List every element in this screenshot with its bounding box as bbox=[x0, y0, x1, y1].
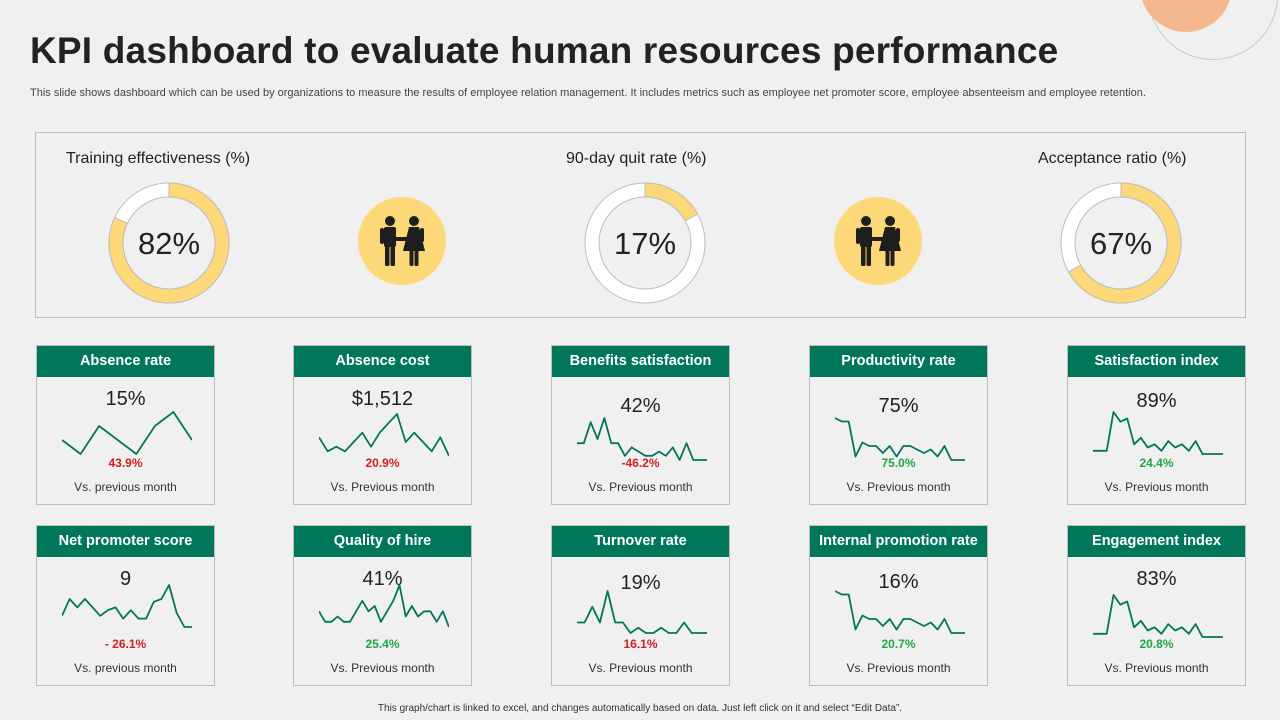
kpi-card-value: 89% bbox=[1136, 390, 1177, 412]
couple-icon bbox=[834, 197, 922, 285]
kpi-card-change: 16.1% bbox=[623, 637, 658, 651]
kpi-card-comparison: Vs. Previous month bbox=[1104, 480, 1209, 494]
gauge-hole bbox=[598, 196, 692, 290]
gauge-acceptance bbox=[1060, 182, 1182, 304]
kpi-card-value: 83% bbox=[1136, 568, 1177, 590]
kpi-card-comparison: Vs. Previous month bbox=[330, 480, 435, 494]
sparkline-series bbox=[1093, 411, 1223, 455]
kpi-card-value: 75% bbox=[878, 395, 919, 417]
kpi-card-quality-of-hire: Quality of hire 41% 25.4% Vs. Previous mont… bbox=[293, 525, 472, 686]
gauge-title-quit-rate: 90-day quit rate (%) bbox=[566, 150, 707, 167]
kpi-card-title: Productivity rate bbox=[810, 346, 987, 377]
footer-note: This graph/chart is linked to excel, and… bbox=[377, 703, 903, 714]
kpi-card-comparison: Vs. Previous month bbox=[846, 661, 951, 675]
kpi-card-change: 24.4% bbox=[1139, 456, 1174, 470]
gauge-title-acceptance: Acceptance ratio (%) bbox=[1038, 150, 1187, 167]
gauge-hole bbox=[1074, 196, 1168, 290]
kpi-sparkline bbox=[835, 590, 965, 634]
kpi-card-net-promoter-score: Net promoter score 9 - 26.1% Vs. previous m… bbox=[36, 525, 215, 686]
kpi-card-title: Engagement index bbox=[1068, 526, 1245, 557]
sparkline-series bbox=[577, 417, 707, 461]
kpi-card-title: Quality of hire bbox=[294, 526, 471, 557]
gauge-title-training: Training effectiveness (%) bbox=[66, 150, 251, 167]
sparkline-series bbox=[1093, 594, 1223, 638]
kpi-card-change: 20.8% bbox=[1139, 637, 1174, 651]
kpi-card-change: 25.4% bbox=[365, 637, 400, 651]
kpi-sparkline bbox=[577, 417, 707, 461]
kpi-card-title: Satisfaction index bbox=[1068, 346, 1245, 377]
kpi-card-value: 19% bbox=[620, 572, 661, 594]
gauge-value-quit-rate: 17% bbox=[613, 226, 677, 261]
sparkline-series bbox=[62, 584, 192, 628]
sparkline-series bbox=[319, 413, 449, 457]
sparkline-series bbox=[319, 584, 449, 628]
kpi-sparkline bbox=[62, 584, 192, 628]
kpi-card-change: - 26.1% bbox=[104, 637, 147, 651]
kpi-sparkline bbox=[577, 590, 707, 634]
kpi-card-benefits-satisfaction: Benefits satisfaction 42% -46.2% Vs. Previo… bbox=[551, 345, 730, 505]
kpi-card-engagement-index: Engagement index 83% 20.8% Vs. Previous mon… bbox=[1067, 525, 1246, 686]
sparkline-series bbox=[62, 411, 192, 455]
kpi-card-title: Internal promotion rate bbox=[810, 526, 987, 557]
kpi-card-value: 16% bbox=[878, 571, 919, 593]
kpi-sparkline bbox=[319, 584, 449, 628]
kpi-card-title: Benefits satisfaction bbox=[552, 346, 729, 377]
kpi-card-satisfaction-index: Satisfaction index 89% 24.4% Vs. Previous m… bbox=[1067, 345, 1246, 505]
kpi-card-title: Absence cost bbox=[294, 346, 471, 377]
kpi-card-comparison: Vs. Previous month bbox=[588, 480, 693, 494]
kpi-card-title: Net promoter score bbox=[37, 526, 214, 557]
kpi-card-comparison: Vs. Previous month bbox=[330, 661, 435, 675]
gauge-hole bbox=[122, 196, 216, 290]
kpi-card-change: -46.2% bbox=[621, 456, 660, 470]
kpi-card-comparison: Vs. previous month bbox=[74, 480, 177, 494]
kpi-card-comparison: Vs. previous month bbox=[74, 661, 177, 675]
sparkline-series bbox=[577, 590, 707, 634]
kpi-card-comparison: Vs. Previous month bbox=[1104, 661, 1209, 675]
gauge-value-acceptance: 67% bbox=[1089, 226, 1153, 261]
gauge-training bbox=[108, 182, 230, 304]
kpi-card-comparison: Vs. Previous month bbox=[588, 661, 693, 675]
kpi-card-title: Absence rate bbox=[37, 346, 214, 377]
sparkline-series bbox=[835, 590, 965, 634]
kpi-sparkline bbox=[835, 417, 965, 461]
kpi-sparkline bbox=[62, 411, 192, 455]
kpi-card-internal-promotion-rate: Internal promotion rate 16% 20.7% Vs. Previ… bbox=[809, 525, 988, 686]
kpi-card-title: Turnover rate bbox=[552, 526, 729, 557]
kpi-sparkline bbox=[1093, 594, 1223, 638]
kpi-card-change: 20.9% bbox=[365, 456, 400, 470]
kpi-card-value: 15% bbox=[105, 388, 146, 410]
kpi-card-value: 9 bbox=[119, 568, 132, 590]
gauge-quit-rate bbox=[584, 182, 706, 304]
kpi-sparkline bbox=[1093, 411, 1223, 455]
sparkline-series bbox=[835, 417, 965, 461]
kpi-card-absence-cost: Absence cost $1,512 20.9% Vs. Previous mont… bbox=[293, 345, 472, 505]
page-subtitle: This slide shows dashboard which can be … bbox=[30, 87, 1146, 99]
kpi-card-productivity-rate: Productivity rate 75% 75.0% Vs. Previous mo… bbox=[809, 345, 988, 505]
kpi-card-change: 20.7% bbox=[881, 637, 916, 651]
couple-icon bbox=[358, 197, 446, 285]
kpi-card-absence-rate: Absence rate 15% 43.9% Vs. previous month bbox=[36, 345, 215, 505]
gauge-value-training: 82% bbox=[137, 226, 201, 261]
page-title: KPI dashboard to evaluate human resource… bbox=[30, 30, 1059, 71]
kpi-sparkline bbox=[319, 413, 449, 457]
kpi-card-value: 42% bbox=[620, 395, 661, 417]
kpi-card-change: 75.0% bbox=[881, 456, 916, 470]
kpi-card-comparison: Vs. Previous month bbox=[846, 480, 951, 494]
kpi-card-change: 43.9% bbox=[108, 456, 143, 470]
kpi-card-value: 41% bbox=[362, 568, 403, 590]
kpi-card-turnover-rate: Turnover rate 19% 16.1% Vs. Previous month bbox=[551, 525, 730, 686]
gauge-panel: Training effectiveness (%) 82% 90-day qu… bbox=[35, 132, 1246, 318]
kpi-card-value: $1,512 bbox=[351, 388, 414, 410]
